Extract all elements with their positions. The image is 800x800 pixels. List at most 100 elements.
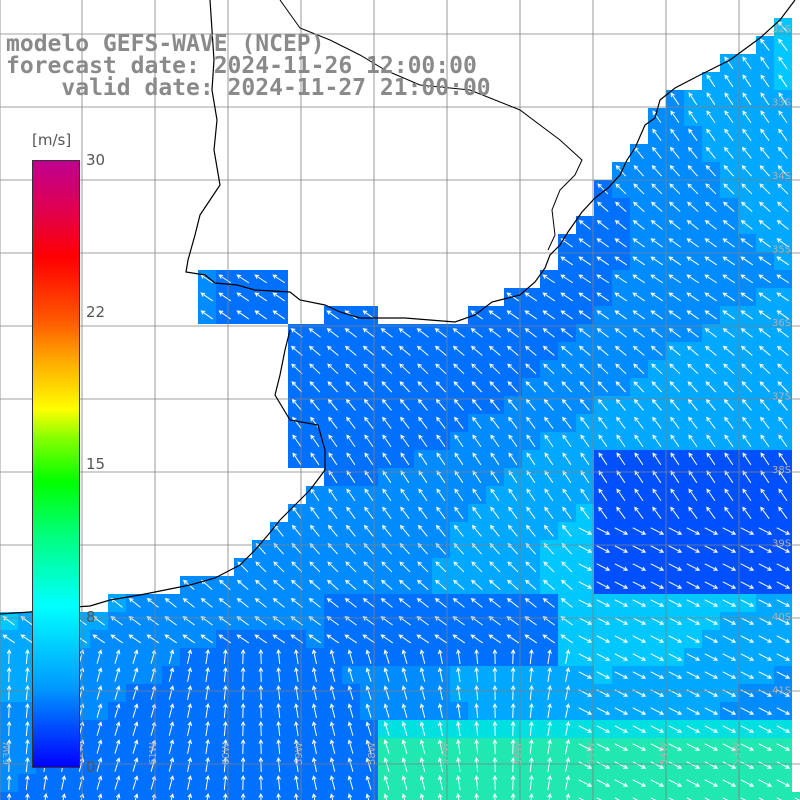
wind-arrow (96, 739, 103, 754)
wind-speed-cell (666, 792, 684, 800)
wind-arrow (740, 725, 755, 733)
wind-arrow (794, 797, 800, 800)
wind-arrow (365, 721, 372, 736)
wind-arrow (310, 452, 320, 466)
wind-arrow (560, 256, 574, 266)
wind-arrow (741, 381, 753, 393)
wind-arrow (686, 581, 701, 589)
wind-arrow (272, 598, 285, 608)
wind-arrow (543, 381, 555, 393)
wind-arrow (544, 488, 554, 502)
wind-arrow (492, 684, 498, 701)
wind-arrow (632, 527, 647, 535)
wind-arrow (669, 146, 680, 159)
wind-arrow (508, 416, 518, 429)
wind-arrow (741, 164, 753, 177)
wind-arrow (472, 488, 482, 502)
wind-arrow (547, 757, 552, 772)
wind-arrow (401, 739, 408, 754)
wind-arrow (776, 345, 789, 356)
wind-arrow (380, 598, 393, 608)
wind-arrow (742, 110, 752, 124)
wind-arrow (776, 743, 791, 751)
wind-arrow (434, 579, 447, 590)
wind-arrow (489, 524, 500, 537)
wind-arrow (776, 779, 791, 787)
wind-arrow (240, 648, 246, 665)
wind-arrow (580, 488, 590, 502)
wind-arrow (92, 634, 106, 644)
wind-arrow (471, 561, 483, 573)
wind-arrow (345, 561, 357, 573)
wind-arrow (758, 292, 772, 302)
wind-arrow (383, 667, 390, 682)
wind-arrow (398, 598, 411, 608)
wind-arrow (525, 524, 536, 537)
wind-arrow (596, 779, 611, 787)
wind-arrow (614, 545, 629, 553)
wind-arrow (722, 671, 737, 679)
wind-arrow (778, 488, 788, 502)
wind-arrow (740, 581, 755, 589)
wind-arrow (580, 434, 590, 448)
latitude-label: 34S (772, 171, 791, 182)
wind-arrow (329, 775, 336, 790)
wind-arrow (329, 739, 336, 754)
wind-arrow (560, 310, 574, 320)
wind-arrow (578, 545, 593, 553)
wind-arrow (416, 328, 429, 338)
wind-arrow (524, 579, 537, 590)
wind-arrow (529, 703, 534, 719)
wind-arrow (347, 775, 354, 790)
wind-arrow (542, 345, 555, 356)
wind-arrow (670, 128, 680, 141)
wind-arrow (758, 219, 771, 230)
wind-arrow (400, 434, 410, 448)
wind-arrow (382, 488, 392, 502)
wind-arrow (704, 653, 719, 661)
wind-arrow (223, 648, 228, 665)
wind-arrow (562, 452, 572, 466)
wind-arrow (776, 653, 791, 661)
wind-arrow (346, 452, 356, 466)
wind-arrow (596, 563, 611, 571)
wind-arrow (364, 434, 374, 448)
wind-arrow (704, 563, 719, 571)
wind-arrow (510, 684, 516, 701)
wind-arrow (758, 653, 773, 661)
longitude-label: 60W (221, 742, 232, 765)
wind-arrow (6, 702, 12, 719)
wind-speed-cell (594, 792, 612, 800)
wind-arrow (741, 398, 752, 411)
wind-arrow (650, 797, 657, 800)
wind-arrow (276, 738, 281, 755)
wind-arrow (758, 201, 771, 213)
wind-arrow (632, 653, 647, 661)
wind-arrow (722, 310, 736, 320)
wind-arrow (182, 598, 195, 608)
wind-arrow (258, 702, 264, 719)
wind-arrow (596, 345, 609, 356)
wind-arrow (596, 725, 611, 733)
wind-arrow (273, 524, 284, 537)
wind-arrow (579, 398, 590, 411)
wind-arrow (474, 648, 479, 665)
wind-arrow (776, 671, 791, 679)
wind-arrow (276, 720, 281, 737)
wind-arrow (562, 506, 572, 519)
wind-arrow (510, 720, 516, 737)
wind-arrow (614, 328, 627, 338)
wind-arrow (580, 506, 590, 519)
wind-arrow (686, 635, 701, 643)
wind-arrow (258, 666, 264, 683)
wind-arrow (650, 219, 663, 230)
wind-arrow (200, 634, 214, 644)
wind-arrow (704, 617, 719, 625)
wind-arrow (614, 599, 629, 607)
wind-arrow (776, 581, 791, 589)
wind-arrow (400, 452, 410, 466)
wind-arrow (758, 635, 773, 643)
wind-arrow (722, 274, 736, 284)
wind-arrow (650, 545, 665, 553)
